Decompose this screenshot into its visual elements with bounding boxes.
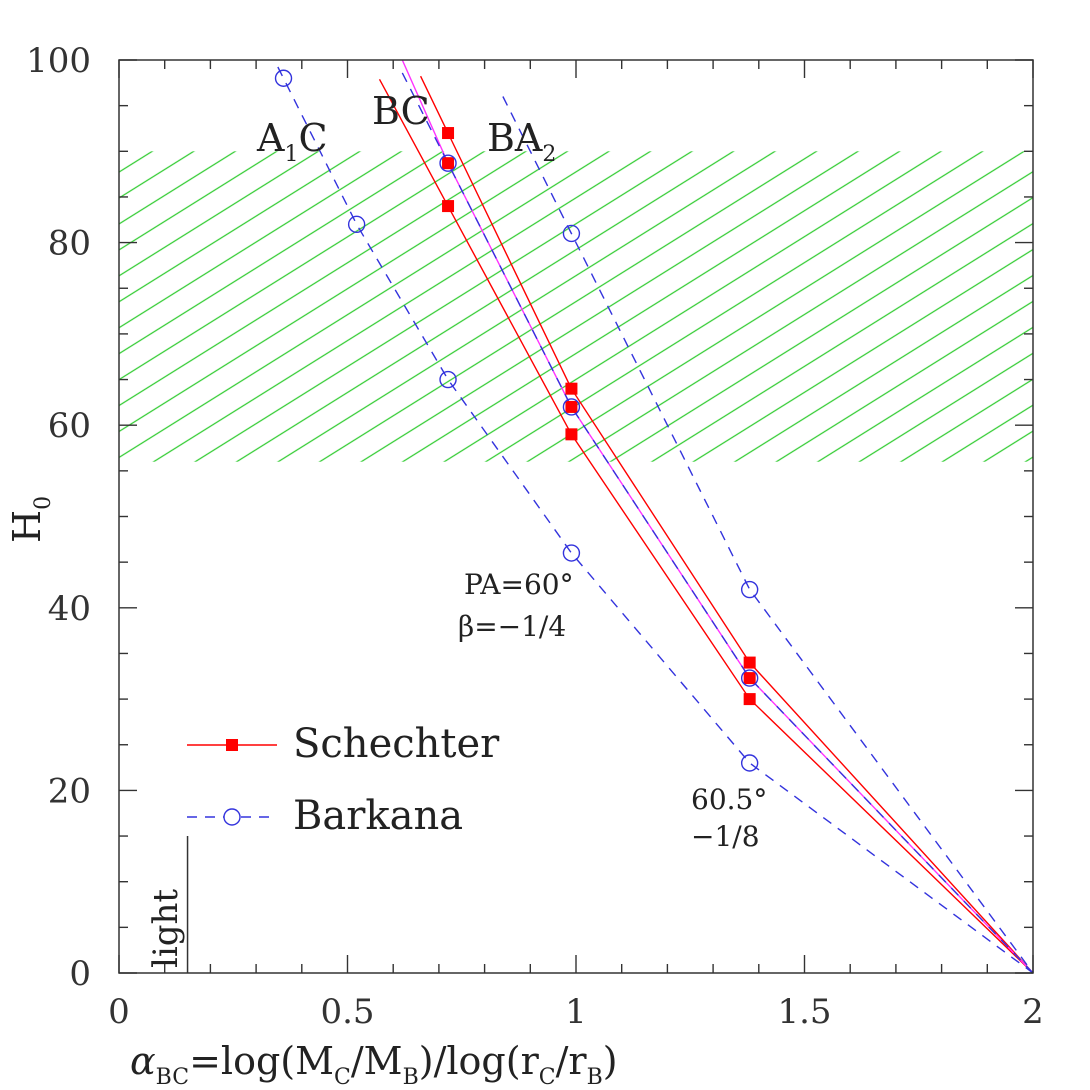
schechter-point	[743, 693, 756, 706]
schechter-point	[743, 656, 756, 669]
y-tick-label: 60	[48, 406, 91, 446]
x-axis-label: αBC=log(MC/MB)/log(rC/rB)	[130, 1039, 618, 1090]
legend-schechter-marker	[226, 739, 238, 751]
schechter-point	[565, 428, 578, 441]
legend-barkana-marker	[223, 808, 241, 826]
curve-label-ba2: BA2	[487, 116, 556, 167]
plot-markers	[274, 69, 759, 772]
barkana-point	[562, 224, 581, 243]
y-tick-label: 100	[26, 41, 91, 81]
legend-barkana-label: Barkana	[293, 793, 463, 839]
light-label: light	[146, 889, 186, 968]
curve-label-a1c: A1C	[256, 116, 328, 167]
series-line	[401, 72, 1033, 973]
x-tick-label: 0.5	[320, 992, 374, 1032]
barkana-point	[439, 154, 457, 172]
legend: Schechter Barkana	[187, 721, 500, 839]
schechter-point	[743, 672, 756, 685]
barkana-point	[562, 544, 581, 562]
y-tick-label: 20	[48, 771, 91, 811]
schechter-point	[442, 127, 455, 140]
x-tick-label: 2	[1022, 992, 1044, 1032]
model2-line1: 60.5°	[691, 783, 767, 816]
model2-line2: −1/8	[691, 820, 760, 853]
y-axis-label: H0	[5, 496, 56, 543]
barkana-point	[347, 215, 366, 234]
y-tick-label: 40	[48, 589, 91, 629]
schechter-point	[442, 157, 455, 170]
model1-line2: β=−1/4	[458, 610, 566, 643]
axis-ticks	[118, 59, 1034, 974]
barkana-point	[740, 669, 759, 687]
y-tick-label: 0	[69, 954, 91, 994]
y-tick-label: 80	[48, 224, 91, 264]
schechter-point	[565, 382, 578, 395]
x-tick-label: 0	[108, 992, 130, 1032]
series-line	[502, 96, 1033, 973]
model1-line1: PA=60°	[464, 568, 574, 601]
barkana-point	[562, 398, 581, 416]
curve-label-bc: BC	[372, 89, 430, 133]
barkana-point	[740, 580, 759, 599]
x-tick-label: 1.5	[777, 992, 831, 1032]
barkana-point	[439, 370, 457, 389]
barkana-point	[274, 69, 293, 87]
schechter-point	[565, 400, 578, 413]
schechter-point	[442, 200, 455, 213]
barkana-point	[740, 754, 759, 772]
legend-schechter-label: Schechter	[293, 721, 500, 767]
x-tick-label: 1	[565, 992, 587, 1032]
